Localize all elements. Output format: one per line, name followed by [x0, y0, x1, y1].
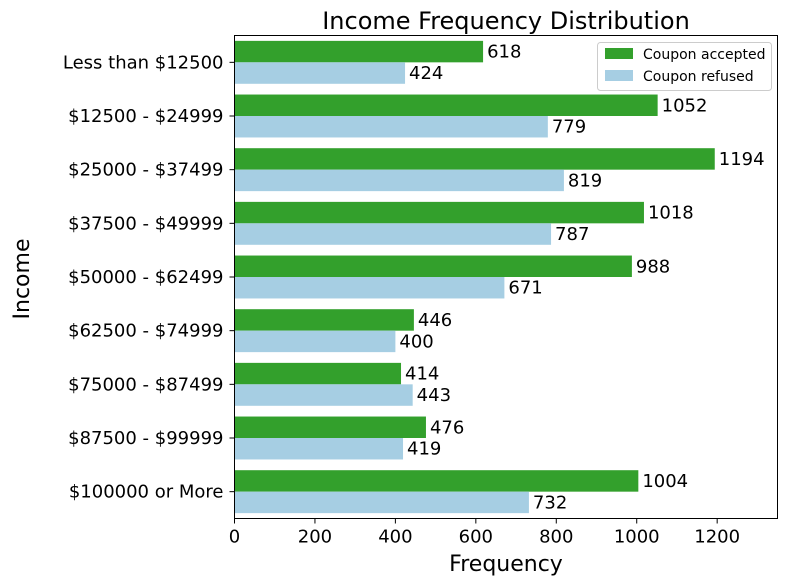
- legend-swatch-refused: [605, 70, 633, 81]
- legend-label-refused: Coupon refused: [643, 69, 754, 85]
- y-tick-label: $75000 - $87499: [68, 374, 223, 395]
- bar-accepted: [234, 148, 715, 170]
- x-tick-label: 200: [298, 527, 332, 548]
- bar-refused: [234, 330, 396, 353]
- bar-accepted: [234, 94, 658, 116]
- data-label-accepted: 1018: [648, 203, 694, 224]
- bar-refused: [234, 116, 548, 138]
- bar-accepted: [234, 416, 426, 438]
- bar-refused: [234, 384, 413, 406]
- y-tick-label: $12500 - $24999: [68, 106, 223, 127]
- bar-refused: [234, 438, 404, 460]
- y-tick-label: Less than $12500: [63, 52, 224, 73]
- data-label-refused: 779: [552, 117, 586, 138]
- y-tick-label: $50000 - $62499: [68, 267, 223, 288]
- data-label-accepted: 1004: [642, 471, 688, 492]
- bar-accepted: [234, 40, 484, 63]
- data-label-accepted: 618: [487, 42, 521, 63]
- y-tick-label: $100000 or More: [69, 482, 224, 503]
- x-axis-ticks: 0 200 400 600 800 1000 1200: [229, 518, 740, 548]
- data-label-refused: 443: [417, 385, 451, 406]
- legend-frame: [597, 42, 772, 91]
- data-label-accepted: 1052: [662, 95, 708, 116]
- y-axis-ticks: Less than $12500 $12500 - $24999 $25000 - …: [63, 52, 235, 503]
- bar-accepted: [234, 309, 414, 331]
- data-label-accepted: 1194: [719, 149, 765, 170]
- data-label-refused: 787: [555, 224, 589, 245]
- x-tick-label: 600: [459, 527, 493, 548]
- data-label-refused: 419: [407, 439, 441, 460]
- data-label-refused: 819: [568, 170, 602, 191]
- y-tick-label: $87500 - $99999: [68, 428, 223, 449]
- bar-refused: [234, 491, 529, 514]
- y-tick-label: $25000 - $37499: [68, 160, 223, 181]
- bar-accepted: [234, 255, 632, 277]
- bar-refused: [234, 277, 505, 299]
- x-tick-label: 800: [539, 527, 573, 548]
- y-axis-title: Income: [10, 239, 35, 320]
- data-label-accepted: 988: [636, 256, 670, 277]
- bar-accepted: [234, 201, 644, 224]
- data-label-refused: 424: [409, 63, 443, 84]
- data-label-refused: 671: [508, 278, 542, 299]
- legend: Coupon accepted Coupon refused: [597, 42, 772, 91]
- bars-group: [234, 40, 715, 514]
- data-label-accepted: 476: [430, 417, 464, 438]
- y-tick-label: $62500 - $74999: [68, 321, 223, 342]
- x-axis-title: Frequency: [449, 552, 563, 577]
- x-tick-label: 1000: [614, 527, 660, 548]
- x-tick-label: 400: [378, 527, 412, 548]
- chart-title: Income Frequency Distribution: [322, 7, 690, 35]
- data-label-refused: 400: [399, 331, 433, 352]
- data-label-accepted: 446: [418, 310, 452, 331]
- data-label-accepted: 414: [405, 364, 439, 385]
- bar-refused: [234, 223, 552, 245]
- data-label-refused: 732: [533, 492, 567, 513]
- legend-swatch-accepted: [605, 48, 633, 59]
- x-tick-label: 1200: [694, 527, 740, 548]
- y-tick-label: $37500 - $49999: [68, 213, 223, 234]
- bar-accepted: [234, 470, 639, 492]
- legend-label-accepted: Coupon accepted: [643, 47, 765, 63]
- bar-refused: [234, 169, 564, 192]
- bar-accepted: [234, 362, 402, 385]
- x-tick-label: 0: [229, 527, 240, 548]
- bar-refused: [234, 62, 406, 84]
